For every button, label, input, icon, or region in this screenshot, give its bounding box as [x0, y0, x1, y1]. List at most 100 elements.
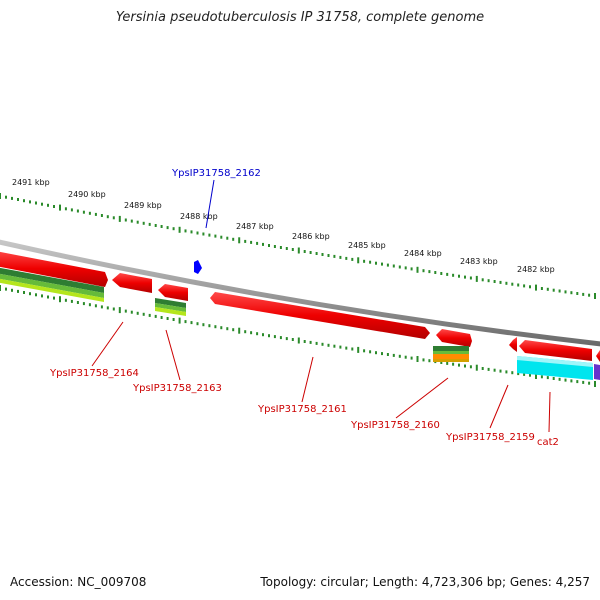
- minor-tick: [481, 278, 484, 282]
- major-tick: [59, 204, 61, 211]
- gene-label-2161[interactable]: YpsIP31758_2161: [257, 356, 347, 415]
- minor-tick: [523, 284, 526, 288]
- accession-label: Accession: NC_009708: [10, 575, 147, 589]
- minor-tick: [363, 349, 366, 353]
- minor-tick: [202, 323, 205, 327]
- feature-band-green-mid: [0, 273, 104, 298]
- minor-tick: [184, 229, 187, 233]
- gene-label-2159[interactable]: YpsIP31758_2159: [445, 384, 535, 443]
- minor-tick: [47, 295, 49, 299]
- minor-tick: [481, 367, 484, 370]
- minor-tick: [112, 307, 115, 311]
- minor-tick: [285, 337, 288, 341]
- minor-tick: [363, 259, 366, 263]
- gene-label-text-2164: YpsIP31758_2164: [49, 368, 139, 379]
- gene-label-2160[interactable]: YpsIP31758_2160: [350, 377, 449, 431]
- minor-tick: [333, 254, 336, 258]
- minor-tick: [464, 364, 466, 368]
- genome-backbone: [0, 239, 600, 347]
- minor-tick: [268, 244, 270, 247]
- gene-arrow-2162[interactable]: [194, 260, 202, 274]
- minor-tick: [148, 222, 151, 226]
- major-tick: [118, 215, 121, 222]
- minor-tick: [142, 221, 145, 225]
- minor-tick: [386, 353, 389, 356]
- minor-tick: [226, 327, 229, 331]
- minor-tick: [226, 236, 229, 240]
- minor-tick: [29, 200, 31, 204]
- minor-tick: [404, 355, 407, 359]
- feature-band-2163-mid: [155, 303, 186, 312]
- minor-tick: [232, 328, 235, 332]
- minor-tick: [523, 372, 526, 376]
- feature-band-purple: [594, 364, 600, 380]
- minor-tick: [529, 285, 531, 289]
- gene-arrow-small[interactable]: [158, 284, 188, 301]
- minor-tick: [369, 260, 372, 264]
- gene-arrow-2163-upper[interactable]: [112, 273, 152, 293]
- feature-band-2163-light: [155, 307, 186, 316]
- minor-tick: [546, 287, 549, 291]
- gene-label-text-2161: YpsIP31758_2161: [257, 404, 347, 415]
- minor-tick: [493, 280, 496, 283]
- minor-tick: [570, 379, 573, 383]
- minor-tick: [434, 271, 437, 274]
- minor-tick: [53, 205, 55, 208]
- gene-arrow-2164[interactable]: [0, 250, 108, 287]
- minor-tick: [172, 227, 175, 231]
- minor-tick: [499, 369, 502, 373]
- gene-arrow-edge[interactable]: [596, 350, 600, 363]
- minor-tick: [505, 281, 508, 285]
- gene-arrow-2160[interactable]: [436, 329, 472, 347]
- minor-tick: [154, 314, 157, 318]
- tick-label: 2490 kbp: [68, 190, 106, 199]
- minor-tick: [327, 254, 330, 257]
- minor-tick: [315, 252, 318, 255]
- gene-arrow-2161[interactable]: [210, 292, 430, 339]
- minor-tick: [552, 377, 555, 380]
- minor-tick: [35, 293, 37, 297]
- minor-tick: [285, 247, 288, 250]
- minor-tick: [588, 293, 591, 297]
- gene-label-2164[interactable]: YpsIP31758_2164: [49, 321, 139, 379]
- minor-tick: [184, 320, 187, 324]
- minor-tick: [106, 306, 109, 310]
- tick-label: 2485 kbp: [348, 241, 386, 250]
- minor-tick: [124, 218, 127, 222]
- major-tick: [357, 346, 360, 353]
- gene-arrow-cat2[interactable]: [519, 340, 592, 361]
- minor-tick: [256, 241, 259, 245]
- minor-tick: [351, 257, 354, 261]
- minor-tick: [345, 346, 348, 350]
- minor-tick: [422, 269, 425, 273]
- minor-tick: [250, 331, 253, 335]
- minor-tick: [190, 230, 193, 234]
- minor-tick: [576, 292, 579, 295]
- minor-tick: [398, 354, 401, 358]
- minor-tick: [351, 347, 354, 351]
- feature-band-2160-yellow: [433, 359, 469, 362]
- minor-tick: [196, 322, 199, 326]
- minor-tick: [76, 209, 79, 213]
- minor-tick: [130, 219, 133, 223]
- feature-band-2160-orange: [433, 354, 469, 359]
- minor-tick: [5, 195, 7, 199]
- minor-tick: [244, 239, 247, 243]
- minor-tick: [64, 207, 67, 211]
- gene-label-cat2[interactable]: cat2: [537, 391, 559, 448]
- minor-tick: [106, 215, 109, 219]
- minor-tick: [564, 378, 567, 382]
- gene-arrow-2159-small[interactable]: [509, 337, 517, 352]
- minor-tick: [321, 253, 324, 256]
- minor-tick: [273, 245, 276, 248]
- genome-title: Yersinia pseudotuberculosis IP 31758, co…: [115, 10, 485, 25]
- gene-label-2162[interactable]: YpsIP31758_2162: [171, 168, 261, 229]
- minor-tick: [386, 263, 389, 267]
- major-tick: [238, 327, 241, 334]
- lower-tick-ruler: [0, 285, 596, 387]
- tick-label: 2491 kbp: [12, 178, 50, 187]
- major-tick: [118, 307, 121, 314]
- minor-tick: [333, 344, 336, 348]
- gene-label-2163[interactable]: YpsIP31758_2163: [132, 329, 222, 394]
